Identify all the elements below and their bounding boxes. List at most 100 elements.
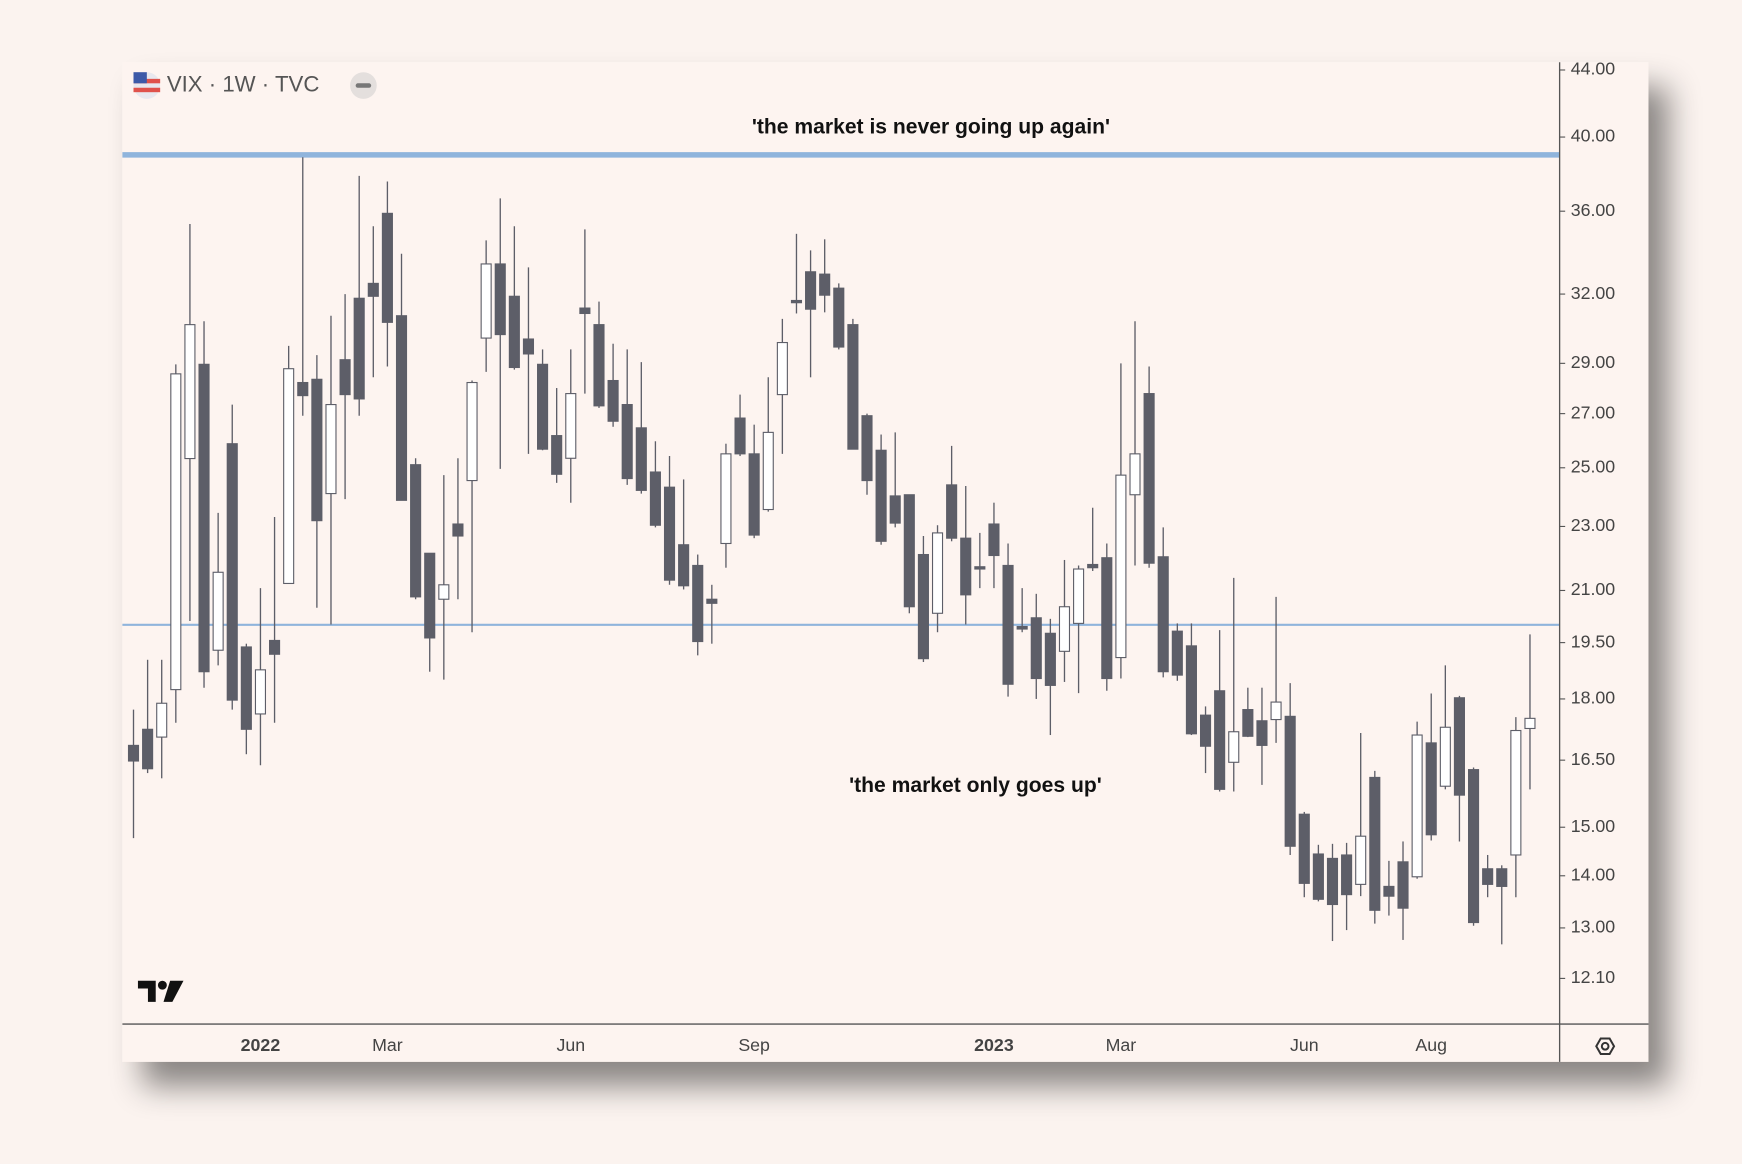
- candle-body: [410, 464, 422, 598]
- candle-body: [170, 373, 182, 691]
- candle-body: [1115, 474, 1127, 659]
- y-tick-label: 23.00: [1571, 515, 1616, 535]
- candle-body: [142, 728, 154, 770]
- candle-body: [1185, 645, 1197, 735]
- candle-body: [1016, 626, 1028, 630]
- candle-body: [946, 484, 958, 539]
- collapse-button[interactable]: [350, 72, 377, 99]
- candle-body: [254, 669, 267, 715]
- settings-button[interactable]: [1595, 1037, 1616, 1056]
- candle-body: [156, 702, 168, 738]
- candle-body: [1157, 556, 1169, 673]
- candle-body: [960, 537, 972, 596]
- candle-body: [931, 532, 944, 614]
- candle-body: [522, 338, 535, 355]
- candle-body: [663, 486, 676, 581]
- candle-body: [1030, 617, 1042, 680]
- candle-body: [988, 523, 1000, 557]
- x-tick-label: Sep: [738, 1035, 770, 1055]
- candle-body: [593, 324, 605, 407]
- annotation: 'the market only goes up': [849, 774, 1102, 797]
- y-tick-label: 44.00: [1571, 59, 1616, 79]
- candle-body: [734, 417, 746, 455]
- x-tick-label: Aug: [1415, 1035, 1447, 1055]
- candle-body: [565, 393, 577, 459]
- candle-body: [861, 415, 873, 482]
- y-tick-label: 18.00: [1571, 688, 1616, 708]
- candle-body: [1256, 720, 1268, 746]
- candle-body: [1199, 714, 1212, 747]
- candle-body: [1425, 742, 1437, 836]
- candle-body: [790, 299, 803, 304]
- candle-body: [1369, 776, 1381, 911]
- candle-body: [480, 263, 492, 339]
- candle-body: [875, 449, 887, 542]
- candle-body: [1058, 606, 1071, 652]
- y-tick-label: 29.00: [1571, 352, 1616, 372]
- candle-body: [1397, 861, 1409, 909]
- symbol-header: VIX · 1W · TVC: [167, 71, 320, 96]
- candle-body: [551, 435, 563, 475]
- candle-body: [212, 571, 224, 651]
- candle-body: [311, 378, 323, 522]
- flag-icon: [133, 72, 161, 99]
- candle-body: [198, 363, 210, 673]
- candle-body: [917, 553, 929, 660]
- candle-body: [240, 646, 252, 730]
- candle-body: [508, 295, 520, 369]
- y-tick-label: 36.00: [1571, 200, 1616, 220]
- y-tick-label: 32.00: [1571, 283, 1616, 303]
- candle-body: [635, 427, 647, 491]
- candle-body: [748, 453, 760, 536]
- candle-body: [974, 566, 986, 570]
- candle-body: [283, 368, 295, 585]
- candle-body: [395, 315, 408, 501]
- candle-body: [381, 212, 393, 323]
- candle-body: [805, 271, 817, 310]
- candle-body: [1312, 853, 1324, 900]
- candle-body: [889, 495, 901, 524]
- candle-body: [1087, 563, 1099, 569]
- candle-body: [1171, 630, 1183, 676]
- candle-body: [649, 471, 661, 526]
- y-tick-label: 15.00: [1571, 816, 1616, 836]
- candle-body: [438, 584, 450, 600]
- candle-body: [720, 453, 732, 545]
- chart-card: [122, 62, 1649, 1062]
- candle-body: [1482, 868, 1494, 885]
- y-tick-label: 12.10: [1571, 967, 1616, 987]
- candle-body: [1101, 557, 1113, 680]
- candle-body: [367, 282, 379, 297]
- candle-body: [1326, 857, 1339, 906]
- candle-body: [1073, 568, 1085, 624]
- candle-body: [1439, 726, 1451, 787]
- candle-body: [678, 544, 690, 587]
- candle-body: [1496, 868, 1508, 887]
- x-tick-label: Jun: [1290, 1035, 1319, 1055]
- candle-body: [1214, 690, 1226, 790]
- candle-body: [1143, 393, 1155, 564]
- tradingview-logo: [137, 980, 184, 1002]
- candle-body: [1044, 632, 1056, 686]
- candle-body: [537, 363, 549, 450]
- candle-body: [184, 324, 196, 460]
- y-tick-label: 14.00: [1571, 864, 1616, 884]
- x-tick-label: 2022: [241, 1035, 281, 1055]
- y-tick-label: 40.00: [1571, 126, 1616, 146]
- candle-body: [1411, 734, 1423, 878]
- candle-body: [466, 381, 478, 482]
- candle-body: [1129, 453, 1141, 496]
- candle-body: [339, 359, 351, 396]
- candle-body: [607, 379, 619, 422]
- candle-body: [452, 523, 464, 537]
- y-tick-label: 13.00: [1571, 917, 1616, 937]
- y-tick-label: 16.50: [1571, 749, 1616, 769]
- candle-body: [776, 341, 788, 396]
- candle-body: [353, 297, 365, 400]
- candle-body: [903, 494, 915, 608]
- candle-body: [1228, 731, 1240, 763]
- candle-body: [494, 263, 506, 336]
- candle-body: [833, 287, 845, 348]
- candle-body: [621, 404, 633, 480]
